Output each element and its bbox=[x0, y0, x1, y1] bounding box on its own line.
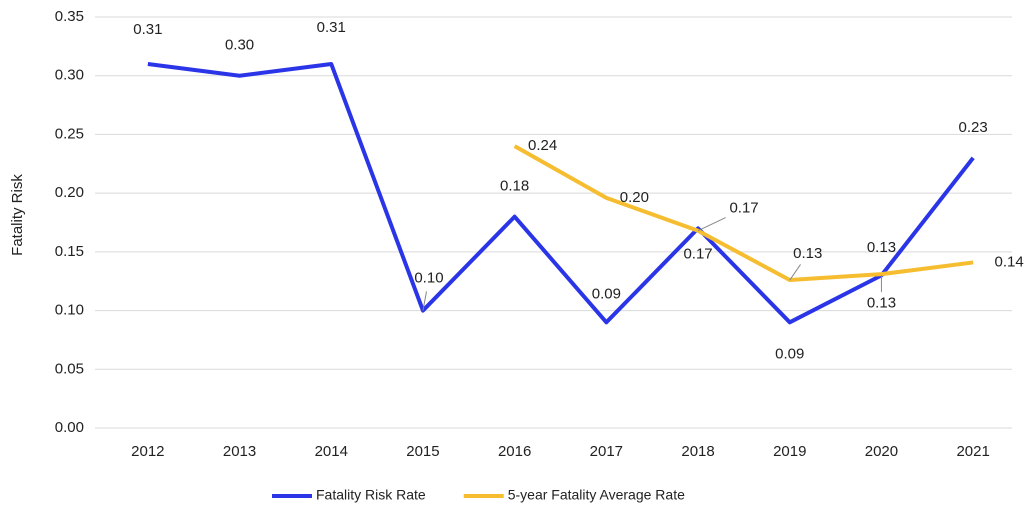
data-label: 0.20 bbox=[620, 189, 649, 206]
y-tick-label: 0.15 bbox=[55, 243, 84, 260]
y-tick-label: 0.05 bbox=[55, 360, 84, 377]
leader-line bbox=[789, 264, 801, 281]
x-tick-label: 2019 bbox=[773, 443, 806, 460]
data-label: 0.10 bbox=[414, 270, 443, 287]
data-label: 0.30 bbox=[225, 37, 254, 54]
data-label: 0.23 bbox=[959, 119, 988, 136]
data-label: 0.17 bbox=[729, 200, 758, 217]
legend-label: 5-year Fatality Average Rate bbox=[508, 487, 685, 503]
x-tick-label: 2016 bbox=[498, 443, 531, 460]
data-label: 0.17 bbox=[683, 245, 712, 262]
data-label: 0.31 bbox=[133, 21, 162, 38]
x-tick-label: 2021 bbox=[956, 443, 989, 460]
x-tick-label: 2012 bbox=[131, 443, 164, 460]
data-label: 0.14 bbox=[995, 253, 1024, 270]
data-label: 0.18 bbox=[500, 178, 529, 195]
y-axis-title: Fatality Risk bbox=[9, 174, 26, 256]
legend-label: Fatality Risk Rate bbox=[316, 487, 426, 503]
y-tick-label: 0.30 bbox=[55, 67, 84, 84]
y-tick-label: 0.10 bbox=[55, 302, 84, 319]
leader-line bbox=[697, 217, 726, 232]
y-tick-label: 0.20 bbox=[55, 184, 84, 201]
series-line bbox=[147, 61, 975, 325]
y-tick-label: 0.00 bbox=[55, 419, 84, 436]
x-tick-label: 2015 bbox=[406, 443, 439, 460]
series-line bbox=[513, 144, 974, 283]
x-tick-label: 2017 bbox=[590, 443, 623, 460]
data-label: 0.31 bbox=[317, 19, 346, 36]
x-tick-label: 2014 bbox=[315, 443, 348, 460]
x-tick-label: 2018 bbox=[681, 443, 714, 460]
data-label: 0.09 bbox=[775, 345, 804, 362]
x-tick-label: 2013 bbox=[223, 443, 256, 460]
x-tick-label: 2020 bbox=[865, 443, 898, 460]
y-tick-label: 0.25 bbox=[55, 125, 84, 142]
y-tick-label: 0.35 bbox=[55, 8, 84, 25]
leader-line bbox=[422, 291, 428, 311]
data-label: 0.09 bbox=[592, 285, 621, 302]
data-label: 0.13 bbox=[793, 245, 822, 262]
data-label: 0.24 bbox=[528, 137, 557, 154]
data-label: 0.13 bbox=[867, 239, 896, 256]
data-label: 0.13 bbox=[867, 294, 896, 311]
